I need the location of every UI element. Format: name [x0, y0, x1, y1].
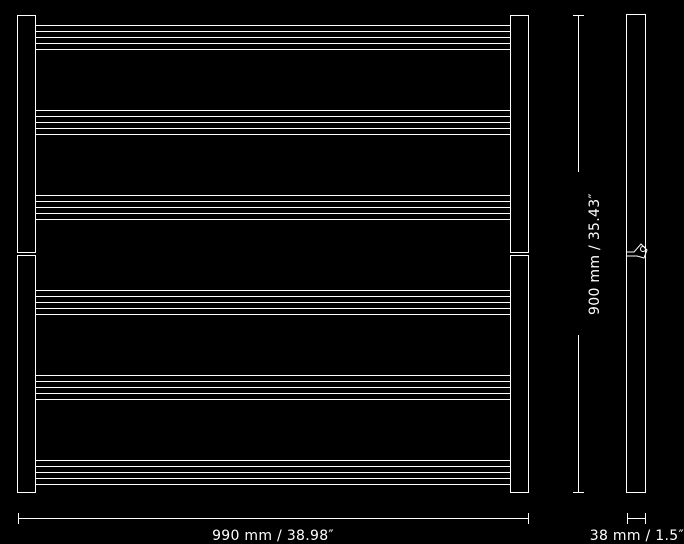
right-post-lower: [510, 255, 529, 493]
left-post-lower: [17, 255, 36, 493]
depth-dimension-label: 38 mm / 1.5″: [590, 528, 684, 544]
left-post-upper: [17, 15, 36, 253]
right-post-upper: [510, 15, 529, 253]
height-dimension-label: 900 mm / 35.43″: [587, 193, 603, 315]
depth-dimension-line: [627, 513, 646, 524]
height-dimension-line: [573, 15, 584, 493]
width-dimension-line: [18, 513, 529, 524]
width-dimension-label: 990 mm / 38.98″: [212, 528, 334, 544]
horizontal-bars: [36, 25, 510, 485]
side-view-profile: [626, 14, 648, 493]
